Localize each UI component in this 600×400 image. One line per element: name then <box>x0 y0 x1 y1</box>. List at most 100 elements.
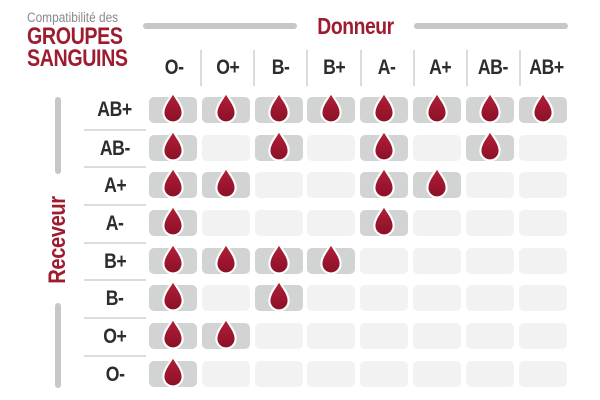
cell-AB--from-B- <box>254 129 303 162</box>
blood-drop-icon <box>162 166 184 199</box>
cell-A+-from-AB- <box>465 172 514 199</box>
blood-drop-icon <box>373 129 395 162</box>
cell-A+-from-O- <box>149 166 197 199</box>
column-header-A+: A+ <box>412 50 466 86</box>
column-headers: O- O+ B- B+ A- A+ AB- AB+ <box>149 50 572 86</box>
donor-line-left <box>143 23 297 29</box>
cell-A--from-O+ <box>201 210 250 237</box>
cell-O+-from-B- <box>254 323 303 350</box>
cell-AB+-from-A+ <box>412 91 461 124</box>
row-header-O+: O+ <box>84 317 146 355</box>
cell-AB--from-A+ <box>412 134 461 161</box>
row-header-AB+: AB+ <box>84 91 146 129</box>
column-header-label: B+ <box>322 56 346 79</box>
cell-A--from-B+ <box>307 210 356 237</box>
blood-drop-icon <box>215 91 237 124</box>
donor-axis-header: Donneur <box>143 12 568 39</box>
cell-A+-from-A- <box>360 166 409 199</box>
blood-drop-icon <box>215 317 237 350</box>
cell-O--from-AB+ <box>518 360 567 387</box>
blood-drop-icon <box>479 91 501 124</box>
cell-B+-from-B- <box>254 242 303 275</box>
title-groupes: GROUPES <box>27 23 123 50</box>
cell-AB+-from-AB+ <box>518 91 567 124</box>
cell-O+-from-B+ <box>307 323 356 350</box>
column-header-label: AB+ <box>529 56 564 79</box>
column-header-label: B- <box>271 56 290 79</box>
cell-B+-from-O- <box>149 242 197 275</box>
cell-AB+-from-O+ <box>201 91 250 124</box>
column-header-label: A+ <box>429 56 452 79</box>
cell-A+-from-A+ <box>412 166 461 199</box>
row-header-label: AB+ <box>97 97 133 121</box>
blood-drop-icon <box>373 204 395 237</box>
cell-O+-from-AB+ <box>518 323 567 350</box>
blood-drop-icon <box>267 91 290 124</box>
cell-AB+-from-B+ <box>307 91 356 124</box>
cell-O--from-B+ <box>307 360 356 387</box>
cell-A--from-B- <box>254 210 303 237</box>
cell-O--from-A- <box>360 360 409 387</box>
row-header-label: AB- <box>99 136 131 160</box>
cell-O+-from-O- <box>149 317 197 350</box>
cell-B+-from-AB+ <box>518 247 567 274</box>
cell-B--from-A+ <box>412 285 461 312</box>
cell-AB--from-AB+ <box>518 134 567 161</box>
column-header-B+: B+ <box>306 50 359 86</box>
row-header-label: B+ <box>103 249 127 273</box>
cell-O+-from-A- <box>360 323 409 350</box>
column-header-O-: O- <box>149 50 200 86</box>
blood-drop-icon <box>162 91 184 124</box>
cell-A+-from-O+ <box>201 166 250 199</box>
blood-drop-icon <box>215 166 237 199</box>
recipient-axis-label: Receveur <box>44 196 71 284</box>
cell-B--from-B+ <box>307 285 356 312</box>
cell-B--from-AB+ <box>518 285 567 312</box>
blood-drop-icon <box>162 317 184 350</box>
cell-A+-from-AB+ <box>518 172 567 199</box>
column-header-label: AB- <box>478 56 509 79</box>
blood-drop-icon <box>162 279 184 312</box>
cell-A--from-AB+ <box>518 210 567 237</box>
cell-A--from-AB- <box>465 210 514 237</box>
blood-drop-icon <box>267 129 290 162</box>
cell-AB--from-B+ <box>307 134 356 161</box>
recipient-line-bottom <box>55 303 61 388</box>
row-header-A-: A- <box>84 204 146 242</box>
blood-drop-icon <box>320 242 343 275</box>
row-header-label: O- <box>105 362 125 386</box>
cell-O+-from-A+ <box>412 323 461 350</box>
cell-AB--from-O- <box>149 129 197 162</box>
cell-B--from-O- <box>149 279 197 312</box>
row-headers: AB+ AB- A+ A- B+ B- O+ O- <box>84 91 146 393</box>
blood-drop-icon <box>373 91 395 124</box>
cell-B--from-O+ <box>201 285 250 312</box>
row-header-B+: B+ <box>84 241 146 280</box>
row-header-AB-: AB- <box>84 128 146 167</box>
cell-A+-from-B+ <box>307 172 356 199</box>
cell-B+-from-A+ <box>412 247 461 274</box>
cell-A--from-A+ <box>412 210 461 237</box>
cell-B+-from-AB- <box>465 247 514 274</box>
row-header-label: A- <box>106 211 124 235</box>
title-sanguins: SANGUINS <box>27 44 128 72</box>
cell-O--from-AB- <box>465 360 514 387</box>
donor-axis-label: Donneur <box>317 12 394 39</box>
cell-AB--from-O+ <box>201 134 250 161</box>
blood-drop-icon <box>426 91 448 124</box>
cell-O--from-A+ <box>412 360 461 387</box>
cell-AB+-from-AB- <box>465 91 514 124</box>
column-header-label: O+ <box>216 56 240 79</box>
cell-AB+-from-A- <box>360 91 409 124</box>
cell-AB--from-A- <box>360 129 409 162</box>
row-header-O-: O- <box>84 354 146 393</box>
cell-A+-from-B- <box>254 172 303 199</box>
column-header-A-: A- <box>359 50 413 86</box>
column-header-label: A- <box>378 56 396 79</box>
row-header-label: O+ <box>103 324 127 348</box>
blood-drop-icon <box>320 91 343 124</box>
title-subtitle: Compatibilité des <box>27 10 119 25</box>
blood-drop-icon <box>267 279 290 312</box>
cell-O+-from-AB- <box>465 323 514 350</box>
cell-B--from-B- <box>254 279 303 312</box>
